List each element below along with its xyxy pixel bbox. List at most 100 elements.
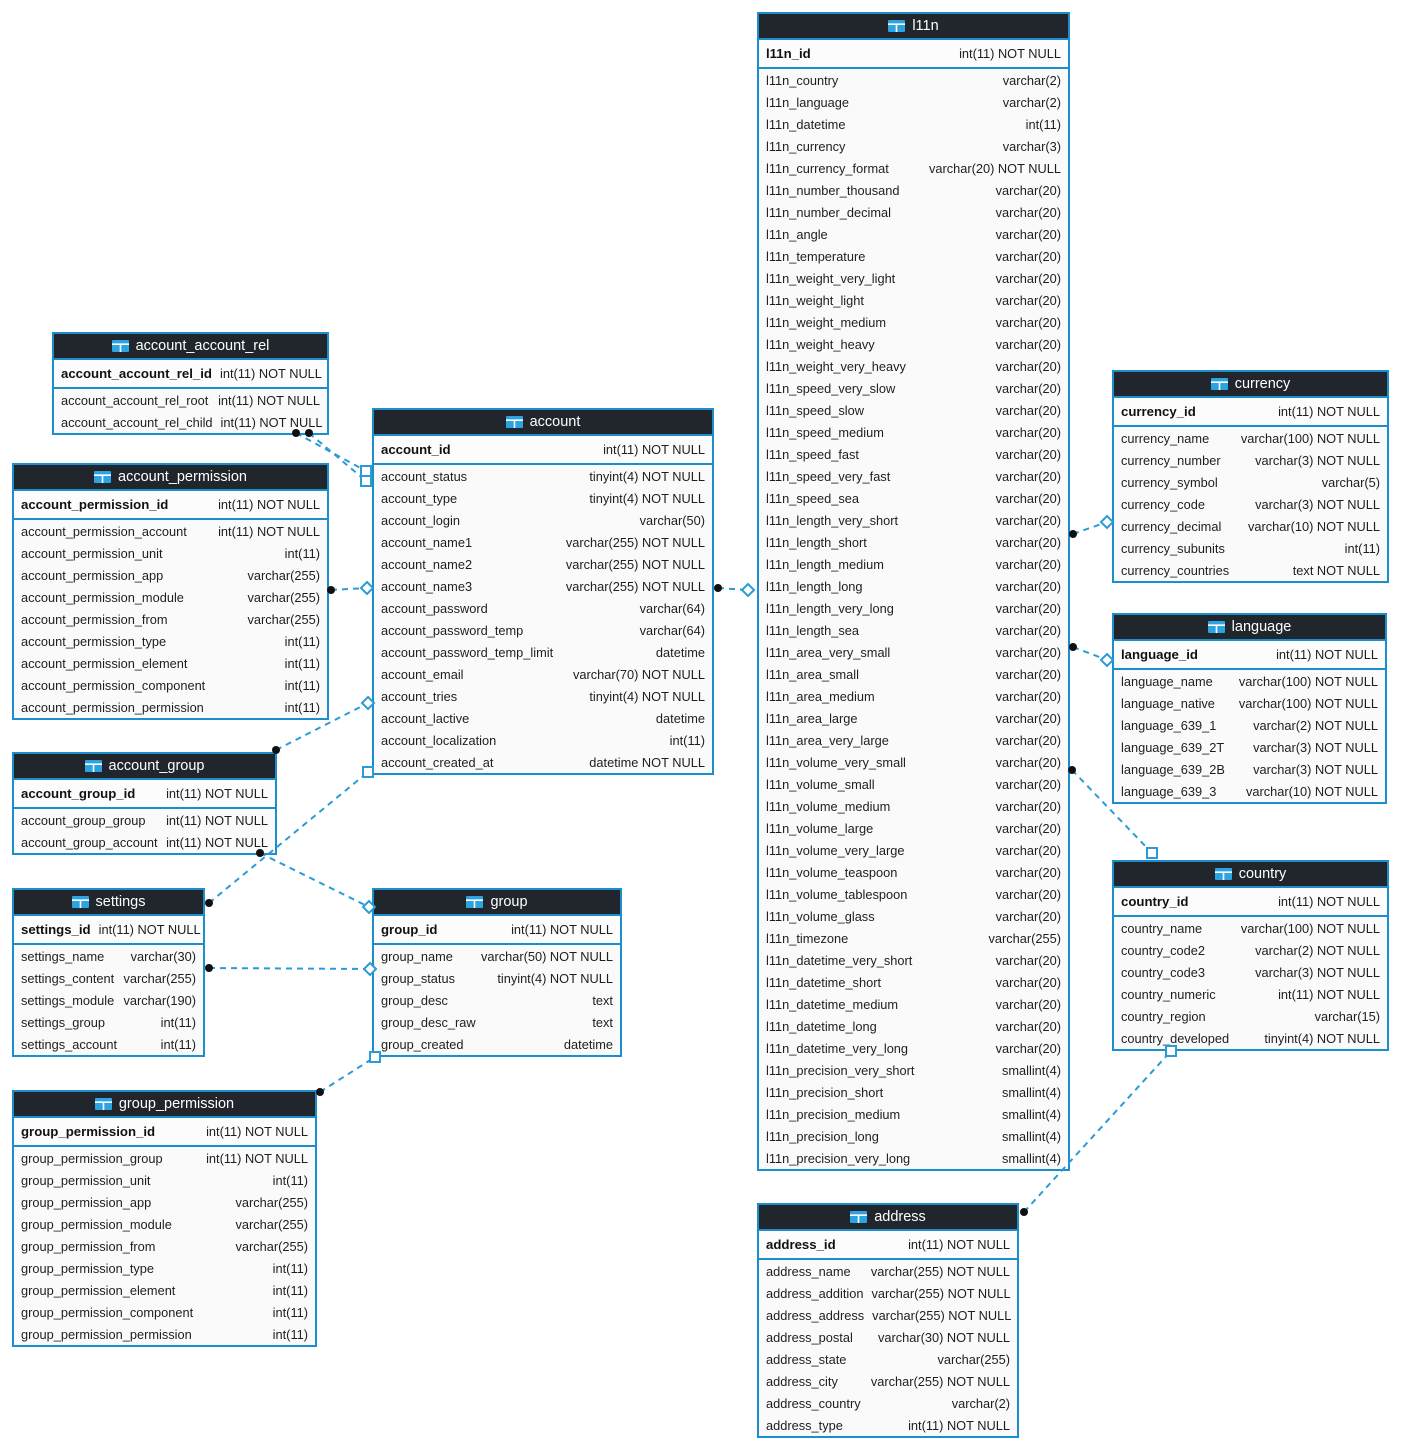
field-name: group_permission_component xyxy=(21,1304,194,1320)
field-type: varchar(3) NOT NULL xyxy=(1255,452,1380,468)
primary-key-type: int(11) NOT NULL xyxy=(1278,404,1380,419)
field-type: varchar(20) xyxy=(995,226,1061,242)
table-header[interactable]: group xyxy=(374,890,620,916)
field-type: varchar(20) xyxy=(995,380,1061,396)
primary-key-row: account_group_id int(11) NOT NULL xyxy=(14,780,275,809)
field-name: account_group_group xyxy=(21,812,146,828)
primary-key-type: int(11) NOT NULL xyxy=(98,922,201,937)
table-l11n[interactable]: l11n l11n_id int(11) NOT NULL l11n_country v… xyxy=(757,12,1070,1171)
field-type: int(11) xyxy=(1025,116,1061,132)
field-row: l11n_speed_slow varchar(20) xyxy=(759,399,1068,421)
field-row: l11n_weight_heavy varchar(20) xyxy=(759,333,1068,355)
field-type: int(11) xyxy=(272,1172,308,1188)
field-type: varchar(20) xyxy=(995,820,1061,836)
table-group[interactable]: group group_id int(11) NOT NULL group_name v… xyxy=(372,888,622,1057)
table-account_account_rel[interactable]: account_account_rel account_account_rel_i… xyxy=(52,332,329,435)
field-type: varchar(20) xyxy=(995,798,1061,814)
table-country[interactable]: country country_id int(11) NOT NULL country… xyxy=(1112,860,1389,1051)
field-type: varchar(190) xyxy=(123,992,196,1008)
table-account[interactable]: account account_id int(11) NOT NULL account… xyxy=(372,408,714,775)
table-header[interactable]: l11n xyxy=(759,14,1068,40)
field-row: group_permission_element int(11) xyxy=(14,1279,315,1301)
field-name: account_login xyxy=(381,512,460,528)
table-header[interactable]: account_permission xyxy=(14,465,327,491)
field-type: varchar(20) xyxy=(995,886,1061,902)
field-row: currency_number varchar(3) NOT NULL xyxy=(1114,449,1387,471)
field-name: group_desc_raw xyxy=(381,1014,476,1030)
field-type: varchar(255) NOT NULL xyxy=(565,534,705,550)
field-type: smallint(4) xyxy=(1001,1150,1061,1166)
primary-key-name: settings_id xyxy=(21,922,91,937)
field-name: language_639_1 xyxy=(1121,717,1217,733)
table-header[interactable]: settings xyxy=(14,890,203,916)
field-name: l11n_weight_light xyxy=(766,292,864,308)
primary-key-row: account_account_rel_id int(11) NOT NULL xyxy=(54,360,327,389)
table-header[interactable]: group_permission xyxy=(14,1092,315,1118)
field-type: varchar(2) xyxy=(1002,94,1061,110)
field-type: varchar(3) NOT NULL xyxy=(1253,761,1378,777)
field-name: l11n_speed_medium xyxy=(766,424,884,440)
field-name: l11n_precision_long xyxy=(766,1128,879,1144)
field-name: language_639_3 xyxy=(1121,783,1217,799)
primary-key-name: group_permission_id xyxy=(21,1124,156,1139)
field-name: group_permission_type xyxy=(21,1260,155,1276)
field-type: int(11) xyxy=(272,1282,308,1298)
field-name: currency_decimal xyxy=(1121,518,1222,534)
field-type: varchar(20) xyxy=(995,270,1061,286)
table-header[interactable]: language xyxy=(1114,615,1385,641)
field-row: l11n_number_decimal varchar(20) xyxy=(759,201,1068,223)
field-row: group_permission_app varchar(255) xyxy=(14,1191,315,1213)
field-name: group_name xyxy=(381,948,453,964)
field-type: varchar(30) xyxy=(130,948,196,964)
field-row: l11n_precision_very_long smallint(4) xyxy=(759,1147,1068,1169)
field-name: l11n_speed_sea xyxy=(766,490,859,506)
field-row: group_permission_from varchar(255) xyxy=(14,1235,315,1257)
connector-l11n-to-language xyxy=(1072,646,1108,661)
table-header[interactable]: currency xyxy=(1114,372,1387,398)
table-currency[interactable]: currency currency_id int(11) NOT NULL curre… xyxy=(1112,370,1389,583)
table-header[interactable]: country xyxy=(1114,862,1387,888)
field-type: varchar(20) xyxy=(995,314,1061,330)
field-row: address_address varchar(255) NOT NULL xyxy=(759,1304,1017,1326)
table-account_group[interactable]: account_group account_group_id int(11) NOT… xyxy=(12,752,277,855)
field-name: account_type xyxy=(381,490,458,506)
connector-l11n-to-currency xyxy=(1072,521,1108,535)
field-name: language_native xyxy=(1121,695,1215,711)
primary-key-row: group_id int(11) NOT NULL xyxy=(374,916,620,945)
table-title: language xyxy=(1231,619,1292,635)
field-name: settings_name xyxy=(21,948,105,964)
field-name: l11n_volume_medium xyxy=(766,798,891,814)
field-name: account_password_temp xyxy=(381,622,524,638)
primary-key-name: currency_id xyxy=(1121,404,1196,419)
table-group_permission[interactable]: group_permission group_permission_id int(1… xyxy=(12,1090,317,1347)
field-name: l11n_speed_very_fast xyxy=(766,468,891,484)
field-type: varchar(20) xyxy=(995,292,1061,308)
field-row: l11n_datetime_very_long varchar(20) xyxy=(759,1037,1068,1059)
field-row: group_permission_component int(11) xyxy=(14,1301,315,1323)
table-header[interactable]: address xyxy=(759,1205,1017,1231)
field-name: language_639_2B xyxy=(1121,761,1225,777)
field-type: datetime NOT NULL xyxy=(589,754,705,770)
table-header[interactable]: account_group xyxy=(14,754,275,780)
field-type: varchar(20) xyxy=(995,952,1061,968)
table-address[interactable]: address address_id int(11) NOT NULL address… xyxy=(757,1203,1019,1438)
table-title: l11n xyxy=(912,18,939,34)
table-language[interactable]: language language_id int(11) NOT NULL langu… xyxy=(1112,613,1387,804)
table-header[interactable]: account_account_rel xyxy=(54,334,327,360)
field-type: int(11) NOT NULL xyxy=(166,834,268,850)
primary-key-type: int(11) NOT NULL xyxy=(908,1237,1010,1252)
table-account_permission[interactable]: account_permission account_permission_id i… xyxy=(12,463,329,720)
field-type: varchar(20) xyxy=(995,732,1061,748)
field-row: currency_subunits int(11) xyxy=(1114,537,1387,559)
table-icon xyxy=(1207,621,1225,633)
field-type: varchar(70) NOT NULL xyxy=(572,666,705,682)
table-header[interactable]: account xyxy=(374,410,712,436)
field-name: country_code3 xyxy=(1121,964,1205,980)
field-name: account_name2 xyxy=(381,556,473,572)
field-name: account_lactive xyxy=(381,710,470,726)
field-type: varchar(30) NOT NULL xyxy=(877,1329,1010,1345)
field-type: varchar(2) xyxy=(1002,72,1061,88)
field-name: settings_module xyxy=(21,992,115,1008)
table-settings[interactable]: settings settings_id int(11) NOT NULL setti… xyxy=(12,888,205,1057)
field-type: int(11) xyxy=(272,1304,308,1320)
